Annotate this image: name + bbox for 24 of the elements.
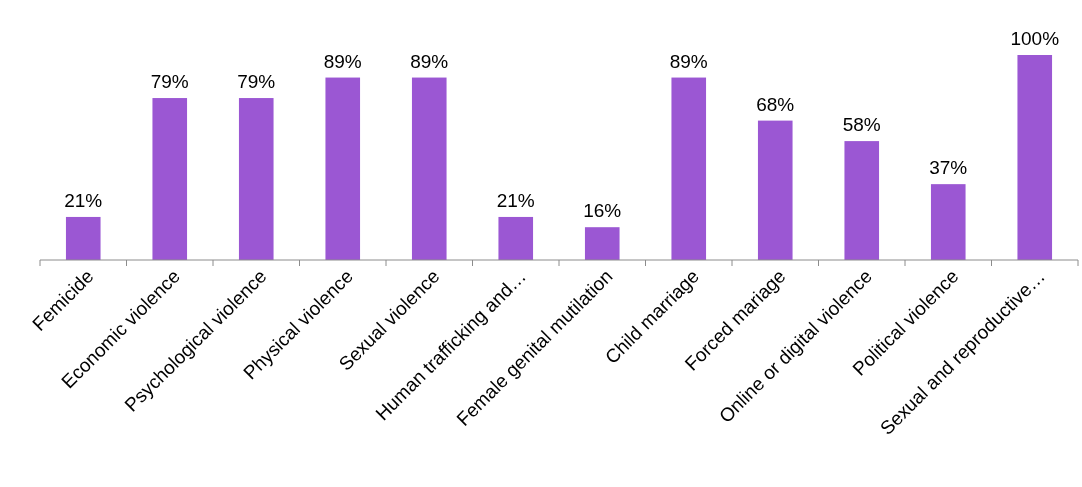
bar bbox=[65, 216, 101, 260]
data-label: 89% bbox=[669, 50, 708, 72]
data-label: 68% bbox=[756, 93, 795, 115]
data-label: 100% bbox=[1010, 28, 1060, 49]
bar bbox=[411, 77, 447, 260]
data-label: 21% bbox=[64, 189, 103, 211]
bar bbox=[844, 141, 880, 260]
bar bbox=[584, 227, 620, 260]
data-label: 16% bbox=[583, 200, 622, 222]
data-label: 89% bbox=[323, 50, 362, 72]
bar bbox=[1017, 55, 1053, 260]
bar bbox=[498, 216, 534, 260]
data-label: 37% bbox=[929, 157, 968, 179]
bar bbox=[325, 77, 361, 260]
bar bbox=[757, 120, 793, 260]
data-label: 79% bbox=[237, 71, 276, 93]
data-label: 79% bbox=[150, 71, 189, 93]
bar bbox=[152, 98, 188, 260]
bar bbox=[671, 77, 707, 260]
bar bbox=[930, 184, 966, 260]
bar bbox=[238, 98, 274, 260]
data-label: 89% bbox=[410, 50, 449, 72]
data-label: 58% bbox=[842, 114, 881, 136]
data-label: 21% bbox=[496, 189, 535, 211]
